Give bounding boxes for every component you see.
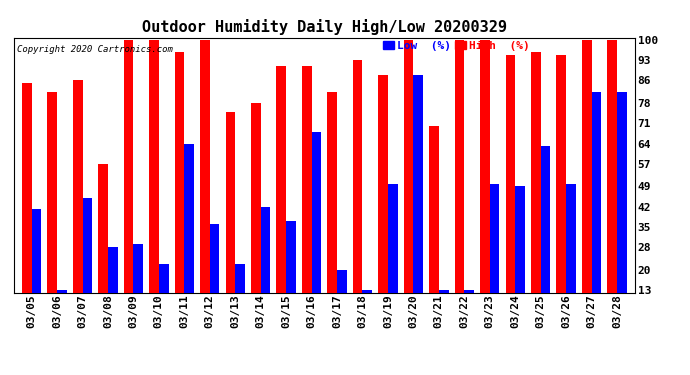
Bar [251, 104, 261, 327]
Bar [490, 184, 500, 327]
Bar [337, 270, 346, 327]
Bar [22, 83, 32, 327]
Bar [312, 132, 322, 327]
Bar [184, 144, 194, 327]
Bar [531, 52, 541, 327]
Bar [98, 164, 108, 327]
Bar [175, 52, 184, 327]
Bar [480, 40, 490, 327]
Bar [582, 40, 591, 327]
Bar [261, 207, 270, 327]
Bar [464, 290, 474, 327]
Bar [591, 92, 601, 327]
Bar [57, 290, 67, 327]
Bar [48, 92, 57, 327]
Bar [455, 40, 464, 327]
Bar [235, 264, 245, 327]
Bar [159, 264, 168, 327]
Bar [362, 290, 372, 327]
Bar [133, 244, 143, 327]
Text: Copyright 2020 Cartronics.com: Copyright 2020 Cartronics.com [17, 45, 172, 54]
Bar [210, 224, 219, 327]
Bar [404, 40, 413, 327]
Bar [327, 92, 337, 327]
Bar [277, 66, 286, 327]
Bar [617, 92, 627, 327]
Bar [556, 55, 566, 327]
Bar [515, 186, 525, 327]
Bar [286, 221, 296, 327]
Bar [32, 209, 41, 327]
Bar [378, 75, 388, 327]
Bar [149, 40, 159, 327]
Bar [226, 112, 235, 327]
Bar [541, 146, 551, 327]
Legend: Low  (%), High  (%): Low (%), High (%) [383, 40, 530, 51]
Bar [506, 55, 515, 327]
Bar [73, 81, 83, 327]
Bar [413, 75, 423, 327]
Bar [439, 290, 449, 327]
Bar [429, 126, 439, 327]
Bar [566, 184, 575, 327]
Bar [83, 198, 92, 327]
Title: Outdoor Humidity Daily High/Low 20200329: Outdoor Humidity Daily High/Low 20200329 [142, 19, 506, 35]
Bar [388, 184, 397, 327]
Bar [607, 40, 617, 327]
Bar [200, 40, 210, 327]
Bar [108, 247, 117, 327]
Bar [302, 66, 312, 327]
Bar [124, 40, 133, 327]
Bar [353, 60, 362, 327]
